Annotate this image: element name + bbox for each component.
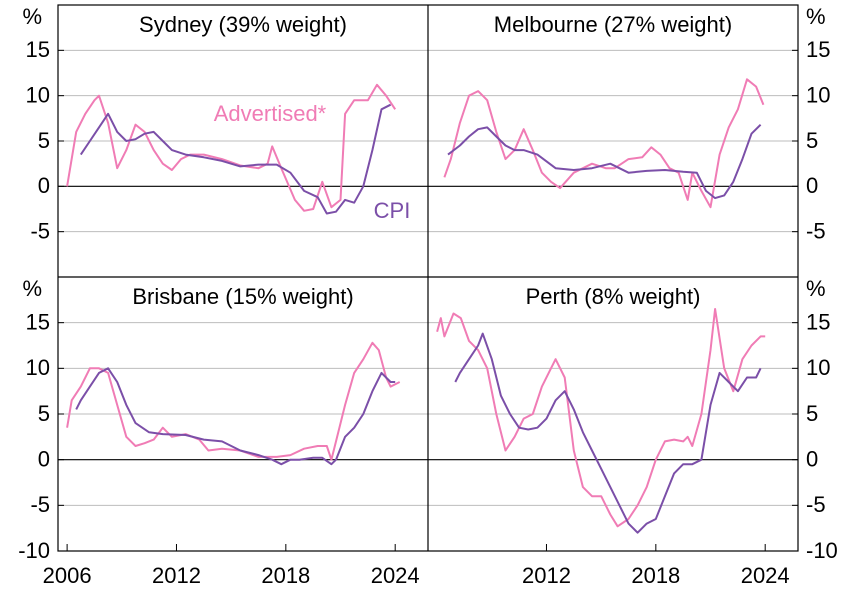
y-tick-label: 15 (26, 37, 50, 62)
x-tick-label: 2012 (152, 563, 201, 588)
series-line (447, 123, 762, 200)
y-tick-label: -10 (18, 538, 50, 563)
y-tick-label: 15 (806, 309, 830, 334)
y-tick-label: -5 (806, 492, 826, 517)
series-line (79, 103, 392, 215)
y-tick-label: 10 (806, 355, 830, 380)
unit-label: % (22, 4, 42, 29)
panel-title: Brisbane (15% weight) (132, 284, 353, 309)
y-tick-label: -5 (30, 492, 50, 517)
y-tick-label: 10 (26, 355, 50, 380)
y-tick-label: 10 (26, 82, 50, 107)
series-label: CPI (374, 198, 411, 223)
y-tick-label: 0 (38, 173, 50, 198)
unit-label: % (806, 4, 826, 29)
y-tick-label: 5 (38, 128, 50, 153)
series-line (66, 83, 397, 212)
y-tick-label: -5 (30, 218, 50, 243)
y-tick-label: 5 (806, 128, 818, 153)
unit-label: % (806, 276, 826, 301)
y-tick-label: 10 (806, 82, 830, 107)
y-tick-label: 15 (806, 37, 830, 62)
series-line (436, 308, 766, 528)
y-tick-label: 15 (26, 309, 50, 334)
x-tick-label: 2018 (631, 563, 680, 588)
panel-title: Melbourne (27% weight) (494, 12, 732, 37)
y-tick-label: 5 (806, 401, 818, 426)
x-tick-label: 2024 (741, 563, 790, 588)
y-tick-label: 0 (38, 446, 50, 471)
x-tick-label: 2024 (371, 563, 420, 588)
unit-label: % (22, 276, 42, 301)
x-tick-label: 2018 (261, 563, 310, 588)
series-line (443, 78, 765, 209)
panel-title: Sydney (39% weight) (139, 12, 347, 37)
series-line (454, 332, 762, 534)
series-line (75, 367, 396, 466)
y-tick-label: 0 (806, 446, 818, 471)
series-line (66, 341, 401, 461)
y-tick-label: -10 (806, 538, 838, 563)
y-tick-label: 0 (806, 173, 818, 198)
x-tick-label: 2012 (522, 563, 571, 588)
y-tick-label: -5 (806, 218, 826, 243)
panel-title: Perth (8% weight) (526, 284, 701, 309)
x-tick-label: 2006 (43, 563, 92, 588)
series-label: Advertised* (214, 101, 327, 126)
y-tick-label: 5 (38, 401, 50, 426)
